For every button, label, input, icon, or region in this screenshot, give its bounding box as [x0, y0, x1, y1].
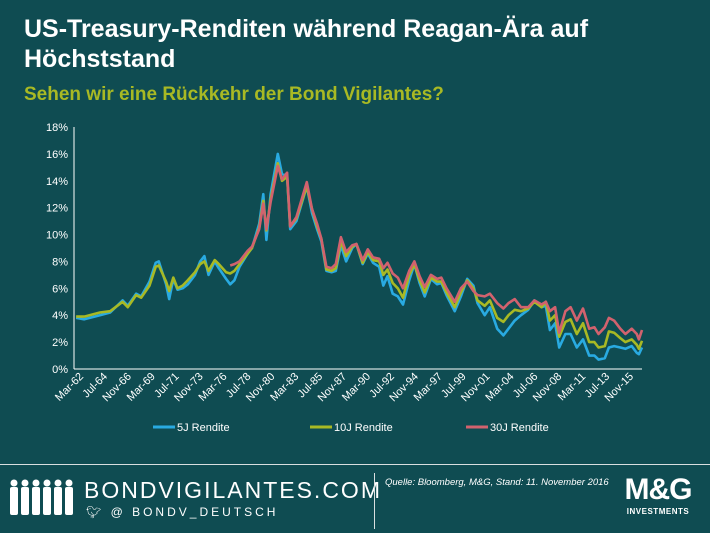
- y-tick-label: 16%: [46, 149, 68, 161]
- y-tick-label: 12%: [46, 203, 68, 215]
- footer: BONDVIGILANTES.COM 🐦︎ @ BONDV_DEUTSCH Qu…: [0, 464, 710, 533]
- logo-main-text: M&G: [624, 473, 693, 506]
- footer-divider: [374, 473, 375, 529]
- series-line: [229, 164, 644, 341]
- line-chart: 0% 2% 4% 6% 8% 10% 12% 14% 16% 18% Mar-62Jul-64No…: [46, 122, 644, 434]
- y-tick-label: 6%: [52, 283, 68, 295]
- mg-logo: M&G INVESTMENTS: [618, 473, 698, 516]
- brand-name[interactable]: BONDVIGILANTES.COM: [84, 477, 382, 503]
- source-note: Quelle: Bloomberg, M&G, Stand: 11. Novem…: [385, 477, 609, 488]
- chart-subtitle: Sehen wir eine Rückkehr der Bond Vigilan…: [24, 84, 444, 105]
- y-tick-label: 18%: [46, 122, 68, 134]
- y-tick-label: 14%: [46, 176, 68, 188]
- legend: 5J Rendite 10J Rendite 30J Rendite: [153, 422, 549, 434]
- twitter-handle[interactable]: 🐦︎ @ BONDV_DEUTSCH: [86, 505, 278, 519]
- legend-label: 30J Rendite: [490, 422, 549, 434]
- y-tick-label: 8%: [52, 256, 68, 268]
- logo-sub-text: INVESTMENTS: [626, 507, 690, 516]
- legend-label: 5J Rendite: [177, 422, 230, 434]
- series-layer: [75, 152, 644, 361]
- people-silhouettes-icon: [10, 479, 73, 515]
- x-axis: Mar-62Jul-64Nov-66Mar-69Jul-71Nov-73Mar-…: [53, 368, 642, 404]
- y-tick-label: 0%: [52, 364, 68, 376]
- y-tick-label: 10%: [46, 230, 68, 242]
- chart-title: US-Treasury-Renditen während Reagan-Ära …: [24, 15, 589, 73]
- y-axis: 0% 2% 4% 6% 8% 10% 12% 14% 16% 18%: [46, 122, 75, 376]
- twitter-handle-text: @ BONDV_DEUTSCH: [110, 505, 279, 519]
- y-tick-label: 4%: [52, 310, 68, 322]
- twitter-bird-icon: 🐦︎: [86, 505, 105, 519]
- legend-label: 10J Rendite: [334, 422, 393, 434]
- y-tick-label: 2%: [52, 337, 68, 349]
